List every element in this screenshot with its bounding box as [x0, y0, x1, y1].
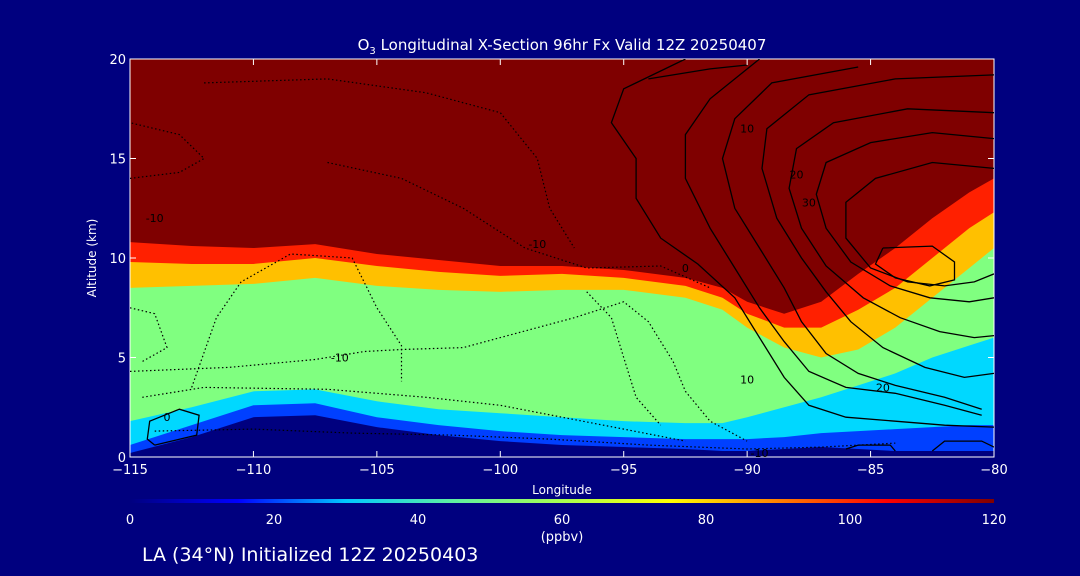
colorbar-tick-label: 100	[838, 513, 863, 528]
contour-layer	[130, 59, 994, 452]
contour-label: -10	[751, 447, 769, 460]
y-tick-label: 10	[109, 252, 126, 267]
contour-line-negative	[191, 253, 403, 388]
chart-title: O3 Longitudinal X-Section 96hr Fx Valid …	[358, 36, 767, 57]
x-tick-label: −80	[980, 463, 1007, 478]
contour-line-positive	[721, 66, 982, 410]
x-axis-label: Longitude	[532, 483, 592, 497]
contour-line-negative	[327, 161, 711, 289]
y-tick-label: 5	[118, 352, 126, 367]
colorbar	[130, 499, 994, 503]
contour-line-positive	[845, 444, 896, 452]
colorbar-unit-label: (ppbv)	[541, 530, 584, 545]
colorbar-tick-label: 80	[698, 513, 715, 528]
x-tick-label: −95	[610, 463, 637, 478]
contour-label: 10	[740, 123, 754, 136]
chart-title-suffix: Longitudinal X-Section 96hr Fx Valid 12Z…	[376, 36, 767, 54]
colorbar-tick-label: 0	[126, 513, 134, 528]
contour-label: 0	[164, 411, 171, 424]
contour-line-positive	[684, 59, 982, 416]
footer-caption: LA (34°N) Initialized 12Z 20250403	[142, 544, 478, 566]
contour-line-negative	[130, 307, 168, 363]
contour-line-positive	[610, 59, 994, 428]
contour-label: 0	[682, 262, 689, 275]
y-tick-label: 20	[109, 53, 126, 68]
colorbar-tick-label: 120	[982, 513, 1007, 528]
chart-title-prefix: O	[358, 36, 370, 54]
contour-label: 10	[740, 373, 754, 386]
plot-area	[130, 59, 994, 457]
contour-line-positive	[761, 74, 994, 379]
colorbar-tick-label: 40	[410, 513, 427, 528]
contour-line-positive	[648, 64, 748, 80]
y-tick-label: 0	[118, 451, 126, 466]
contour-label: -10	[146, 212, 164, 225]
contour-line-positive	[931, 440, 994, 452]
x-axis: −115 −110 −105 −100 −95 −90 −85 −80	[112, 59, 1008, 478]
contour-line-negative	[130, 122, 206, 179]
contour-line-positive	[815, 131, 994, 303]
contour-line-positive	[146, 408, 200, 446]
x-tick-label: −100	[482, 463, 518, 478]
contour-line-positive	[845, 161, 994, 287]
band-0-20	[130, 415, 994, 457]
contour-label: 20	[790, 168, 804, 181]
y-tick-label: 15	[109, 153, 126, 168]
chart-title-subscript: 3	[369, 46, 375, 57]
x-tick-label: −90	[733, 463, 760, 478]
contour-label: -10	[528, 238, 546, 251]
colorbar-tick-label: 20	[266, 513, 283, 528]
y-axis: 0 5 10 15 20	[109, 53, 994, 466]
contour-label: 20	[876, 381, 890, 394]
contour-line-positive	[874, 245, 956, 287]
colorbar-tick-label: 60	[554, 513, 571, 528]
contour-line-positive	[788, 108, 994, 339]
x-tick-label: −105	[359, 463, 395, 478]
contour-label-layer: -10 -10 0 -10 0 -10 10 20 30 10 20	[146, 123, 890, 460]
contour-line-negative	[586, 291, 662, 426]
colorbar-ticks: 0 20 40 60 80 100 120	[126, 513, 1007, 528]
x-tick-label: −115	[112, 463, 148, 478]
contour-label: -10	[331, 352, 349, 365]
x-tick-label: −85	[857, 463, 884, 478]
x-tick-label: −110	[236, 463, 272, 478]
contour-label: 30	[802, 196, 816, 209]
y-axis-label: Altitude (km)	[85, 219, 99, 298]
